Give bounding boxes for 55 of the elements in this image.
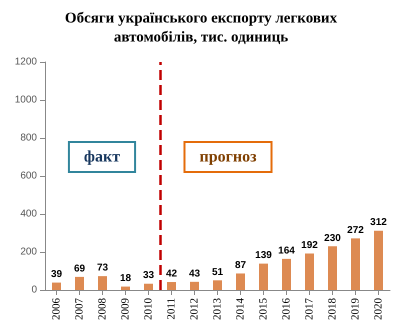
data-label: 272 <box>347 224 364 236</box>
data-label: 18 <box>120 273 132 284</box>
bar <box>351 238 360 290</box>
x-tick-label: 2008 <box>96 298 108 320</box>
bar <box>167 282 176 290</box>
bar <box>190 282 199 290</box>
x-tick-label: 2009 <box>120 298 132 320</box>
data-label: 51 <box>212 266 224 278</box>
bar <box>98 276 107 290</box>
bar <box>328 246 337 290</box>
x-tick-label: 2013 <box>212 298 224 320</box>
y-tick-label: 800 <box>20 132 38 144</box>
data-label: 69 <box>74 263 86 274</box>
y-tick-label: 400 <box>20 208 38 220</box>
y-tick-label: 1200 <box>14 56 38 68</box>
data-label: 139 <box>255 250 272 262</box>
x-tick-label: 2012 <box>188 298 200 320</box>
bar <box>75 276 84 290</box>
bar <box>374 230 383 290</box>
x-tick-label: 2015 <box>258 298 270 320</box>
annotation: факт <box>84 148 120 166</box>
bar <box>259 264 268 290</box>
bar <box>282 258 291 290</box>
data-label: 312 <box>370 217 388 228</box>
bar <box>121 286 130 290</box>
data-label: 164 <box>278 245 296 256</box>
bar <box>52 282 61 290</box>
bar <box>236 273 245 290</box>
x-tick-label: 2007 <box>74 298 86 320</box>
data-label: 43 <box>188 268 200 280</box>
bar <box>144 284 153 290</box>
bar <box>305 254 314 290</box>
x-tick-label: 2017 <box>304 298 316 320</box>
x-tick-label: 2016 <box>280 298 292 320</box>
data-label: 87 <box>234 260 246 271</box>
x-tick-label: 2011 <box>166 298 178 320</box>
data-label: 73 <box>96 262 108 274</box>
data-label: 42 <box>166 268 178 280</box>
x-tick-label: 2020 <box>372 298 384 320</box>
bar <box>213 280 222 290</box>
annotation: прогноз <box>199 148 258 166</box>
data-label: 192 <box>301 240 318 252</box>
y-tick-label: 600 <box>20 170 38 182</box>
x-tick-label: 2019 <box>350 298 362 320</box>
y-tick-label: 200 <box>20 246 38 258</box>
data-label: 33 <box>142 270 154 282</box>
x-tick-label: 2006 <box>50 298 62 320</box>
x-tick-label: 2010 <box>142 298 154 320</box>
data-label: 230 <box>324 232 342 244</box>
x-tick-label: 2018 <box>326 298 338 320</box>
x-tick-label: 2014 <box>234 298 246 320</box>
y-tick-label: 1000 <box>14 94 38 106</box>
chart-title: Обсяги українського експорту легкових автомобілів, тис. одиниць <box>64 10 338 46</box>
data-label: 39 <box>50 269 62 280</box>
y-tick-label: 0 <box>31 284 38 296</box>
